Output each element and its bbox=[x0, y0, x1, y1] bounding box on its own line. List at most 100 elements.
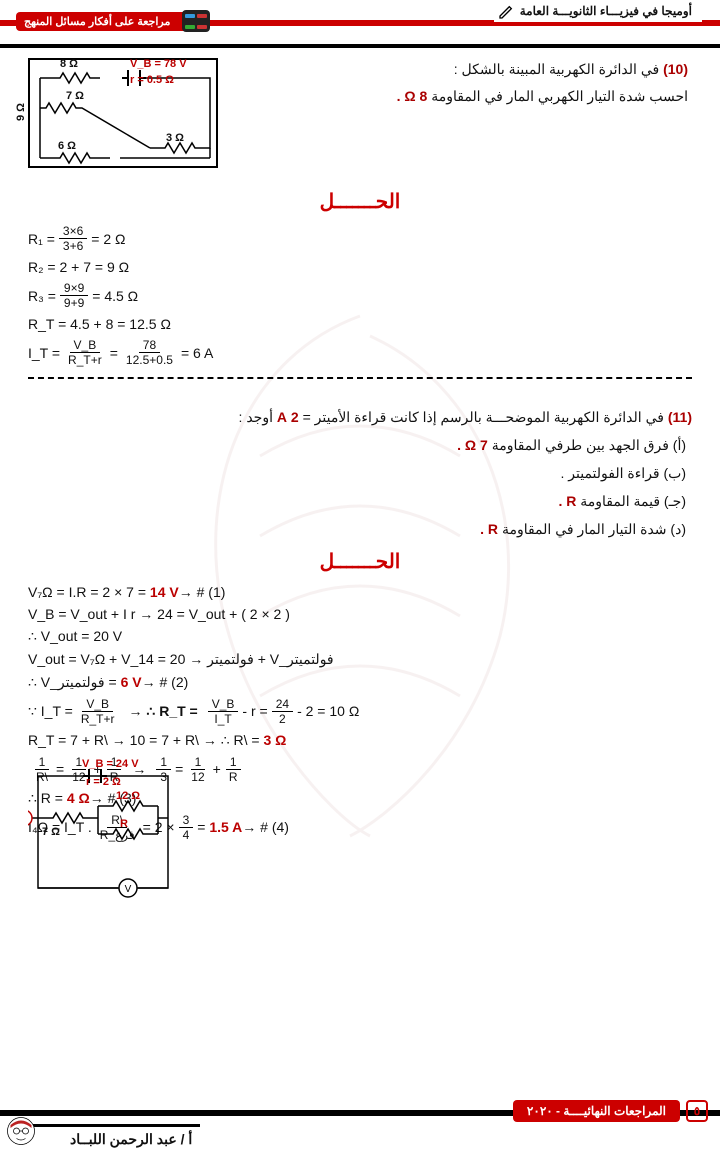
f: 1 bbox=[226, 755, 241, 770]
q11-tail: أوجد : bbox=[239, 409, 273, 425]
eq-r1-res: = 2 Ω bbox=[91, 231, 125, 247]
eq11-1: V₇Ω = I.R = 2 × 7 = 14 V → # (1) bbox=[28, 584, 692, 600]
eq11-4: V_out = V₇Ω + V_فولتميتر → 20 = 14 + V_ف… bbox=[28, 651, 692, 668]
q10-r7-label: 7 Ω bbox=[66, 90, 84, 102]
eq-r2: R₂ = 2 + 7 = 9 Ω bbox=[28, 259, 692, 275]
q11-r: r = 2 Ω bbox=[86, 776, 121, 788]
q10-text: (10) في الدائرة الكهربية المبينة بالشكل … bbox=[238, 56, 688, 109]
q10-r9-label: 9 Ω bbox=[15, 103, 27, 121]
page-footer: ٥ المراجعات النهائيــــة - ٢٠٢٠ أ / عبد … bbox=[0, 1096, 720, 1152]
q10-highlight: 8 Ω . bbox=[397, 88, 428, 104]
eq11-5: ∴ V_فولتميتر = 6 V → # (2) bbox=[28, 674, 692, 691]
eq-r1-den: 3+6 bbox=[59, 239, 87, 253]
q11-vb: V_B = 24 V bbox=[82, 758, 139, 770]
q11-R: R bbox=[120, 818, 128, 830]
q11-number: (11) bbox=[668, 409, 692, 425]
eq-r3-res: = 4.5 Ω bbox=[92, 288, 138, 304]
voltmeter-label: V bbox=[125, 884, 132, 895]
q10-line2: احسب شدة التيار الكهربي المار في المقاوم… bbox=[431, 88, 688, 104]
q11-solution-label: الحـــــــل bbox=[28, 549, 692, 574]
eq11-6: ∵ I_T = V_BR_T+r → ∴ R_T = V_BI_T - r = … bbox=[28, 697, 692, 726]
q11-text: (11) في الدائرة الكهربية الموضحـــة بالر… bbox=[198, 404, 692, 431]
eq11-5hl: 6 V bbox=[121, 674, 142, 690]
eq11-1hl: 14 V bbox=[150, 584, 179, 600]
f: R bbox=[225, 770, 242, 784]
eq11-6pre: ∵ I_T = bbox=[28, 703, 73, 720]
f: V_B bbox=[82, 697, 113, 712]
footer-pill: المراجعات النهائيــــة - ٢٠٢٠ bbox=[513, 1100, 680, 1122]
eq11-2: V_B = V_out + I r → 24 = V_out + ( 2 × 2… bbox=[28, 606, 692, 622]
eq11-5b: → # (2) bbox=[142, 674, 189, 690]
eq11-6mid: → ∴ R_T = bbox=[129, 703, 198, 720]
q11-b: (ب) قراءة الفولتميتر . bbox=[198, 459, 686, 487]
header-badge-text: مراجعة على أفكار مسائل المنهج bbox=[24, 16, 170, 28]
q10-solution: R₁ = 3×63+6 = 2 Ω R₂ = 2 + 7 = 9 Ω R₃ = … bbox=[28, 224, 692, 367]
header-badge-left: مراجعة على أفكار مسائل المنهج bbox=[16, 12, 194, 31]
author-name: أ / عبد الرحمن اللبــاد bbox=[30, 1124, 200, 1148]
eq11-6r: - 2 = 10 Ω bbox=[297, 703, 359, 719]
q11-r7: 7 Ω bbox=[42, 826, 60, 838]
q10-vb-label: V_B = 78 V bbox=[130, 58, 187, 70]
eq11-5a: ∴ V_فولتميتر = bbox=[28, 674, 117, 691]
eq-r3-den: 9+9 bbox=[60, 296, 88, 310]
q10-circuit: 8 Ω V_B = 78 V r = 0.5 Ω 7 Ω 9 Ω 6 Ω 3 Ω bbox=[28, 58, 218, 168]
q10-line1: في الدائرة الكهربية المبينة بالشكل : bbox=[454, 61, 659, 77]
eq-r1-num: 3×6 bbox=[59, 224, 87, 239]
q11-a: (أ) فرق الجهد بين طرفي المقاومة bbox=[492, 437, 686, 453]
f: I_T bbox=[210, 712, 235, 726]
eq11-1b: → # (1) bbox=[179, 584, 226, 600]
q11-c-hl: R . bbox=[558, 493, 576, 509]
eq-r3: R₃ = 9×99+9 = 4.5 Ω bbox=[28, 281, 692, 310]
eq-it-d1: R_T+r bbox=[64, 353, 106, 367]
header-chip-icon bbox=[182, 10, 210, 32]
f: R_T+r bbox=[77, 712, 119, 726]
f: 12 bbox=[187, 770, 208, 784]
f: 4 bbox=[179, 828, 194, 842]
eq11-6mid2: - r = bbox=[242, 703, 267, 719]
eq11-3: ∴ V_out = 20 V bbox=[28, 628, 692, 645]
q11-r12: 12 Ω bbox=[116, 790, 140, 802]
eq11-1a: V₇Ω = I.R = 2 × 7 = bbox=[28, 584, 146, 600]
page-header: أوميجا في فيزيـــاء الثانويـــة العامة م… bbox=[0, 0, 720, 48]
eq-it-n1: V_B bbox=[70, 338, 101, 353]
q11-amp: 2 A bbox=[277, 409, 299, 425]
eq-it-res: = 6 A bbox=[181, 345, 213, 361]
eq-r3-num: 9×9 bbox=[60, 281, 88, 296]
pencil-icon bbox=[498, 4, 514, 20]
eq11-10e: → # (4) bbox=[242, 819, 289, 835]
f: V_B bbox=[208, 697, 239, 712]
q11-block: (11) في الدائرة الكهربية الموضحـــة بالر… bbox=[28, 404, 692, 848]
q10-r3-label: 3 Ω bbox=[166, 132, 184, 144]
eq11-7hl: 3 Ω bbox=[263, 732, 286, 748]
q10-r6-label: 6 Ω bbox=[58, 140, 76, 152]
q11-d-hl: R . bbox=[480, 521, 498, 537]
f: + bbox=[213, 761, 221, 777]
f: 3 bbox=[179, 813, 194, 828]
f: 2 bbox=[275, 712, 290, 726]
q11-circuit: A V V_B = 24 V r = 2 Ω 12 Ω 7 Ω R bbox=[28, 762, 178, 902]
q10-number: (10) bbox=[663, 61, 688, 77]
eq11-7: R_T = 7 + R\ → 10 = 7 + R\ → ∴ R\ = 3 Ω bbox=[28, 732, 692, 749]
header-title-text: أوميجا في فيزيـــاء الثانويـــة العامة bbox=[520, 4, 692, 18]
eq11-10hl: 1.5 A bbox=[209, 819, 242, 835]
eq11-10r: = bbox=[197, 819, 205, 835]
q10-solution-label: الحـــــــل bbox=[28, 189, 692, 214]
eq-rt: R_T = 4.5 + 8 = 12.5 Ω bbox=[28, 316, 692, 332]
eq11-7a: R_T = 7 + R\ → 10 = 7 + R\ → ∴ R\ = bbox=[28, 732, 260, 749]
eq-it-d2: 12.5+0.5 bbox=[122, 353, 177, 367]
q10-r-label: r = 0.5 Ω bbox=[130, 74, 174, 86]
q11-subquestions: (أ) فرق الجهد بين طرفي المقاومة 7 Ω . (ب… bbox=[198, 431, 686, 543]
q11-a-hl: 7 Ω . bbox=[457, 437, 488, 453]
header-title-right: أوميجا في فيزيـــاء الثانويـــة العامة bbox=[494, 0, 702, 22]
page-content: (10) في الدائرة الكهربية المبينة بالشكل … bbox=[28, 56, 692, 1082]
q11-d: (د) شدة التيار المار في المقاومة bbox=[502, 521, 686, 537]
eq-it-n2: 78 bbox=[139, 338, 160, 353]
f: 24 bbox=[272, 697, 293, 712]
separator bbox=[28, 377, 692, 379]
q10-r8-label: 8 Ω bbox=[60, 58, 78, 70]
eq-it: I_T = V_BR_T+r= 7812.5+0.5 = 6 A bbox=[28, 338, 692, 367]
page-number: ٥ bbox=[686, 1100, 708, 1122]
f: 1 bbox=[191, 755, 206, 770]
q11-line1: في الدائرة الكهربية الموضحـــة بالرسم إذ… bbox=[303, 409, 664, 425]
q11-c: (جـ) قيمة المقاومة bbox=[580, 493, 686, 509]
